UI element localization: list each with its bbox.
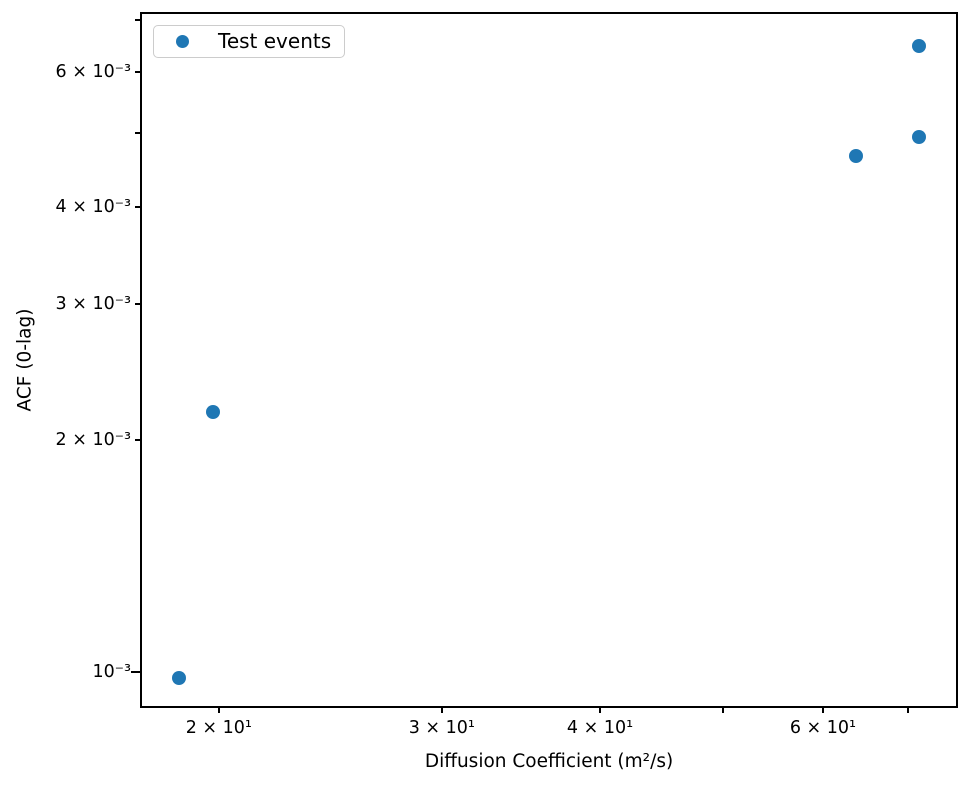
legend: Test events [153,25,345,58]
x-tick [906,708,909,713]
y-tick-label: 2 × 10⁻³ [55,429,131,450]
x-tick [599,708,601,713]
data-point [848,149,863,164]
x-tick [440,708,443,713]
y-tick-label: 6 × 10⁻³ [55,61,131,82]
y-tick-label: 10⁻³ [92,661,131,682]
y-tick [135,19,140,22]
legend-marker-dot [176,35,189,48]
x-tick [821,708,824,713]
y-tick [131,670,140,673]
y-tick-label: 3 × 10⁻³ [55,293,131,314]
x-tick-label: 6 × 10¹ [789,718,857,738]
data-point [206,405,221,420]
x-axis-label: Diffusion Coefficient (m²/s) [424,751,674,772]
x-tick [217,708,220,713]
data-point [171,671,186,686]
x-tick-label: 4 × 10¹ [566,718,634,738]
data-point [911,38,926,53]
data-point [911,129,926,144]
x-tick-label: 3 × 10¹ [408,718,475,738]
legend-entry-label: Test events [218,28,332,53]
y-tick [135,70,140,73]
y-tick-label: 4 × 10⁻³ [55,197,131,218]
y-axis-label: ACF (0-lag) [14,308,36,412]
x-tick-label: 2 × 10¹ [185,718,252,738]
y-tick [135,206,140,209]
plot-area [140,12,958,708]
y-tick [135,438,140,441]
y-tick [135,131,140,134]
y-tick [135,302,140,305]
x-tick [721,708,724,713]
